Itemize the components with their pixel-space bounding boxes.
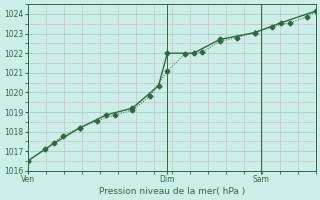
X-axis label: Pression niveau de la mer( hPa ): Pression niveau de la mer( hPa )	[99, 187, 245, 196]
